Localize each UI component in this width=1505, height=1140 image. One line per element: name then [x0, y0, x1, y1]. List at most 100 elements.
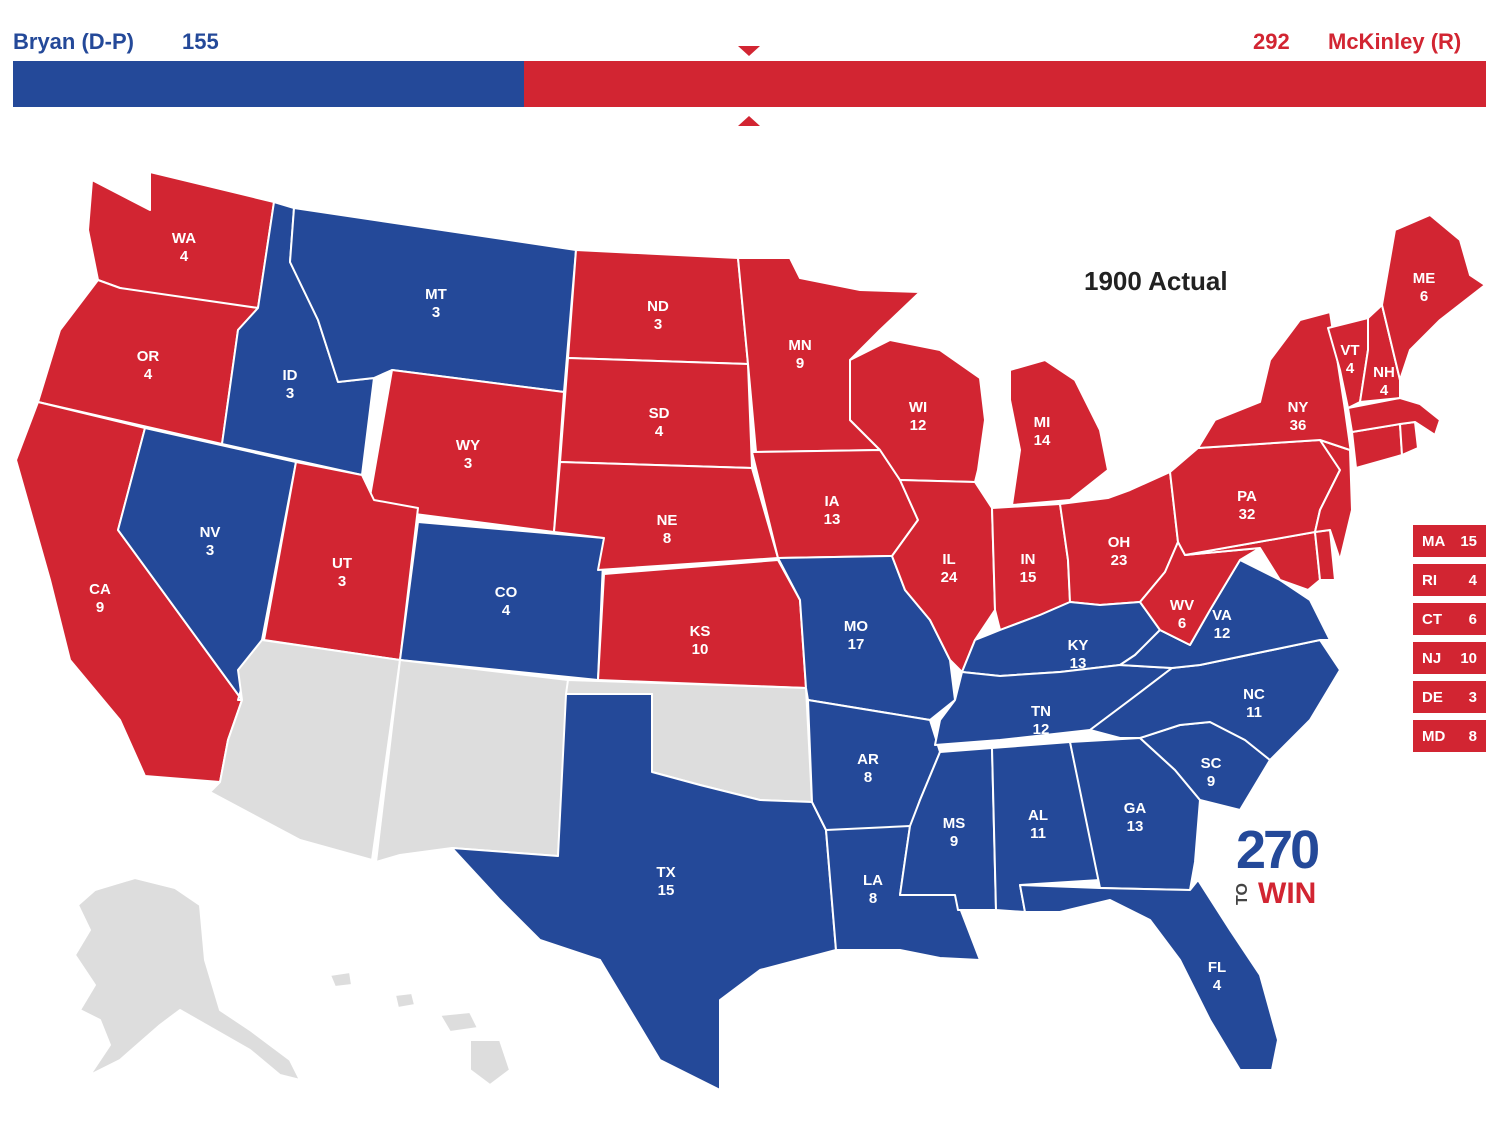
state-abbr: TX [656, 864, 675, 881]
state-FL[interactable] [1019, 879, 1279, 1071]
state-abbr: ID [283, 367, 298, 384]
state-IL[interactable] [891, 479, 996, 673]
state-MN[interactable] [737, 257, 921, 453]
state-label-ME: ME 6 [1413, 270, 1436, 305]
state-label-MN: MN 9 [788, 337, 811, 372]
state-NM[interactable] [375, 659, 569, 863]
state-ev: 12 [1214, 625, 1231, 642]
state-abbr: KS [690, 623, 711, 640]
state-ev: 3 [206, 542, 214, 559]
state-AZ[interactable] [209, 639, 401, 861]
state-label-CA: CA 9 [89, 581, 111, 616]
state-ME[interactable] [1381, 214, 1486, 381]
state-abbr: AR [857, 751, 879, 768]
state-NE[interactable] [553, 461, 779, 571]
state-abbr: IL [942, 551, 955, 568]
small-state-ev: 6 [1468, 610, 1477, 628]
state-abbr: SC [1201, 755, 1222, 772]
state-abbr: LA [863, 872, 883, 889]
state-label-UT: UT 3 [332, 555, 352, 590]
state-NY[interactable] [1197, 311, 1353, 461]
state-label-AR: AR 8 [857, 751, 879, 786]
state-abbr: NY [1288, 399, 1309, 416]
state-ev: 23 [1111, 552, 1128, 569]
state-HI[interactable] [329, 971, 511, 1086]
state-label-TN: TN 12 [1031, 703, 1051, 738]
state-NJ[interactable] [1314, 439, 1353, 561]
state-ev: 9 [950, 833, 958, 850]
state-abbr: MT [425, 286, 447, 303]
state-ev: 6 [1178, 615, 1186, 632]
logo-to: TO [1233, 883, 1251, 905]
small-state-ev: 15 [1460, 532, 1477, 550]
state-abbr: NV [200, 524, 221, 541]
state-RI[interactable] [1399, 421, 1419, 456]
270towin-logo[interactable]: 270 TO WIN [1233, 820, 1331, 912]
state-WV[interactable] [1139, 541, 1261, 646]
state-label-OH: OH 23 [1108, 534, 1131, 569]
small-state-MA[interactable]: MA 15 [1413, 525, 1486, 557]
state-ev: 8 [663, 530, 671, 547]
270-marker-top [738, 46, 760, 56]
logo-win: WIN [1258, 877, 1317, 910]
state-abbr: MI [1034, 414, 1051, 431]
state-ev: 4 [1346, 360, 1355, 377]
state-label-ND: ND 3 [647, 298, 669, 333]
mckinley-candidate-name: McKinley (R) [1328, 29, 1462, 54]
state-ev: 14 [1034, 432, 1051, 449]
state-abbr: MO [844, 618, 868, 635]
logo-number: 270 [1236, 820, 1320, 880]
state-abbr: WA [172, 230, 196, 247]
small-state-ev: 3 [1468, 688, 1477, 706]
small-state-CT[interactable]: CT 6 [1413, 603, 1486, 635]
state-label-VA: VA 12 [1212, 607, 1232, 642]
state-abbr: CA [89, 581, 111, 598]
state-abbr: UT [332, 555, 352, 572]
state-TX[interactable] [451, 693, 837, 1091]
state-abbr: NH [1373, 364, 1395, 381]
bryan-candidate-name: Bryan (D-P) [13, 29, 135, 54]
mckinley-electoral-votes: 292 [1253, 29, 1290, 54]
small-state-ev: 8 [1468, 727, 1477, 745]
state-MI[interactable] [1009, 359, 1109, 506]
state-MA[interactable] [1347, 397, 1441, 436]
bryan-electoral-votes: 155 [182, 29, 219, 54]
map-title: 1900 Actual [1084, 266, 1228, 296]
state-label-IN: IN 15 [1020, 551, 1037, 586]
state-ev: 32 [1239, 506, 1256, 523]
state-abbr: KY [1068, 637, 1089, 654]
small-state-NJ[interactable]: NJ 10 [1413, 642, 1486, 674]
state-abbr: VA [1212, 607, 1232, 624]
state-CO[interactable] [399, 521, 605, 681]
state-label-WI: WI 12 [909, 399, 927, 434]
state-abbr: WI [909, 399, 927, 416]
small-state-MD[interactable]: MD 8 [1413, 720, 1486, 752]
state-label-LA: LA 8 [863, 872, 883, 907]
state-abbr: ME [1413, 270, 1436, 287]
state-label-GA: GA 13 [1124, 800, 1147, 835]
small-state-DE[interactable]: DE 3 [1413, 681, 1486, 713]
state-ev: 13 [824, 511, 841, 528]
state-label-FL: FL 4 [1208, 959, 1226, 994]
state-ev: 9 [796, 355, 804, 372]
state-label-WV: WV 6 [1170, 597, 1194, 632]
state-ev: 4 [1213, 977, 1222, 994]
state-ev: 3 [432, 304, 440, 321]
state-label-MO: MO 17 [844, 618, 868, 653]
state-label-VT: VT 4 [1340, 342, 1359, 377]
small-state-abbr: CT [1422, 610, 1442, 628]
state-ev: 3 [464, 455, 472, 472]
state-abbr: SD [649, 405, 670, 422]
state-WI[interactable] [849, 339, 986, 483]
state-abbr: WV [1170, 597, 1194, 614]
small-state-RI[interactable]: RI 4 [1413, 564, 1486, 596]
electoral-vote-bar [13, 61, 1486, 107]
state-AK[interactable] [74, 877, 301, 1081]
dem-vote-bar-segment [13, 61, 524, 107]
small-state-abbr: MD [1422, 727, 1446, 745]
state-ev: 10 [692, 641, 709, 658]
state-abbr: NE [657, 512, 678, 529]
state-abbr: MS [943, 815, 966, 832]
state-ev: 3 [286, 385, 294, 402]
state-label-NH: NH 4 [1373, 364, 1395, 399]
